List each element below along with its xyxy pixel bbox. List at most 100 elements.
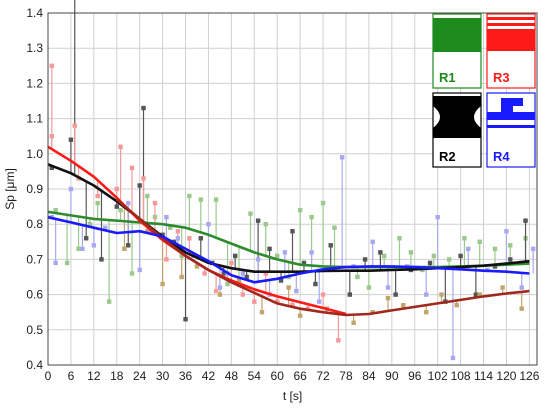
y-tick-label: 0.5 <box>26 323 43 337</box>
data-point <box>187 236 192 241</box>
data-point <box>103 225 108 230</box>
series-line <box>47 215 530 284</box>
data-point <box>301 260 307 266</box>
data-point <box>168 225 173 230</box>
data-point <box>332 225 337 230</box>
data-point <box>508 243 513 248</box>
legend-label: R3 <box>493 70 510 85</box>
data-point <box>244 274 249 280</box>
legend-item: R1 <box>432 13 482 89</box>
x-tick-label: 6 <box>68 369 75 383</box>
data-point <box>427 260 433 266</box>
data-point <box>408 250 414 255</box>
data-point <box>504 229 509 234</box>
y-axis-label: Sp [μm] <box>3 168 17 210</box>
y-tick-label: 1.3 <box>26 41 43 55</box>
data-point <box>263 222 268 227</box>
plot-frame <box>47 12 538 366</box>
data-point <box>259 310 265 315</box>
x-tick-label: 96 <box>408 369 422 383</box>
data-point <box>221 271 226 276</box>
data-point <box>309 250 314 255</box>
data-point <box>145 229 150 234</box>
data-point <box>194 264 200 269</box>
data-point <box>519 306 524 311</box>
x-tick-label: 36 <box>179 369 193 383</box>
y-tick-label: 1.1 <box>26 112 43 126</box>
data-point <box>362 257 368 262</box>
x-tick-label: 24 <box>133 369 147 383</box>
blue-step-icon <box>487 98 535 128</box>
data-point <box>126 243 131 248</box>
data-point <box>393 292 398 297</box>
x-tick-label: 42 <box>202 369 216 383</box>
data-point <box>255 257 261 262</box>
data-point <box>179 274 184 280</box>
data-point <box>530 246 536 252</box>
data-point <box>424 292 429 297</box>
data-point <box>320 292 326 297</box>
data-point <box>68 137 74 142</box>
data-point <box>202 271 207 276</box>
data-point <box>462 236 467 241</box>
data-point <box>198 236 204 241</box>
data-point <box>114 204 119 209</box>
data-point <box>240 292 246 297</box>
data-point <box>145 193 150 199</box>
data-point <box>446 257 452 262</box>
x-tick-label: 126 <box>519 369 539 383</box>
grid <box>47 12 537 366</box>
data-point <box>229 260 234 266</box>
y-tick-label: 0.6 <box>26 288 43 302</box>
data-point <box>297 313 303 318</box>
y-tick-label: 0.7 <box>26 252 43 266</box>
data-point <box>141 176 146 181</box>
data-point <box>183 317 188 322</box>
data-point <box>381 253 387 259</box>
data-point <box>80 246 85 252</box>
data-point <box>263 271 268 276</box>
data-point <box>76 246 81 252</box>
data-point <box>477 292 482 297</box>
data-point <box>175 236 181 241</box>
data-point <box>91 243 97 248</box>
data-point <box>255 218 261 223</box>
y-tick-label: 1.4 <box>26 6 43 20</box>
x-tick-label: 90 <box>385 369 399 383</box>
data-point <box>217 292 223 297</box>
y-tick-label: 0.9 <box>26 182 43 196</box>
data-point <box>385 295 391 301</box>
y-tick-label: 0.4 <box>26 358 43 372</box>
data-point <box>466 246 471 252</box>
data-point <box>397 236 402 241</box>
data-point <box>435 214 440 220</box>
data-point <box>225 281 230 287</box>
x-tick-label: 30 <box>156 369 170 383</box>
data-point <box>122 246 127 252</box>
data-point <box>431 253 437 259</box>
data-point <box>198 197 204 202</box>
black-cusp-icon <box>433 96 481 138</box>
y-tick-label: 1.0 <box>26 147 43 161</box>
data-point <box>114 186 119 192</box>
x-tick-label: 84 <box>362 369 376 383</box>
data-point <box>492 246 498 252</box>
x-tick-label: 120 <box>496 369 516 383</box>
data-point <box>248 211 253 216</box>
data-point <box>320 200 326 206</box>
data-point <box>217 285 223 290</box>
data-point <box>508 257 513 262</box>
data-point <box>401 302 406 308</box>
data-point <box>95 200 100 206</box>
data-point <box>137 183 142 188</box>
data-point <box>278 278 284 283</box>
data-point <box>160 232 165 237</box>
data-point <box>275 253 280 259</box>
data-point <box>252 299 257 304</box>
legend-item: R2 <box>432 92 482 168</box>
x-tick-label: 54 <box>248 369 262 383</box>
x-tick-label: 18 <box>110 369 124 383</box>
data-point <box>118 207 123 213</box>
y-tick-label: 1.2 <box>26 76 43 90</box>
